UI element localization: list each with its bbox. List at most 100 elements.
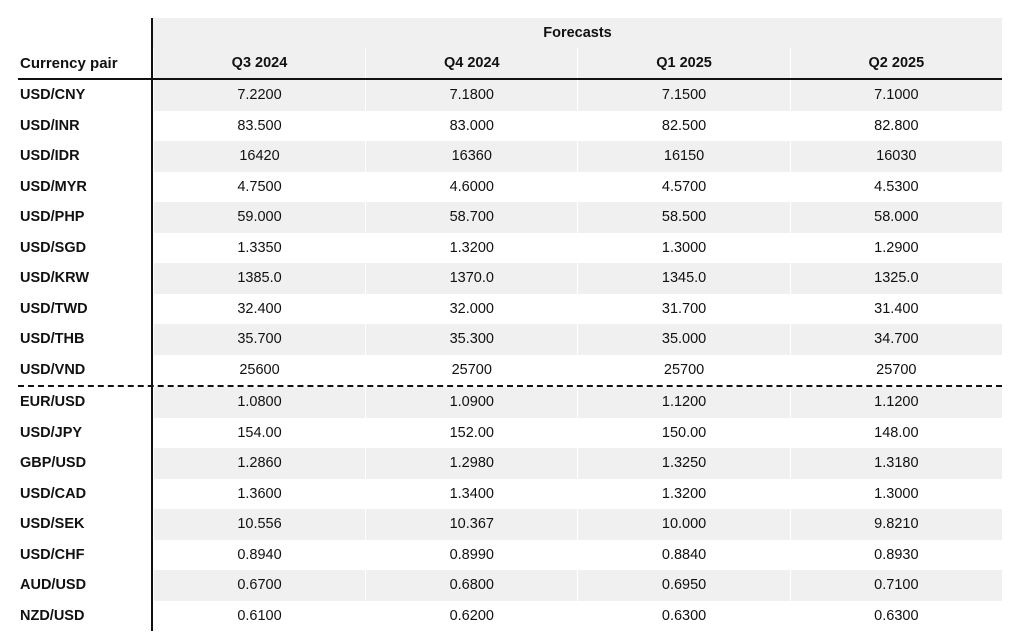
currency-pair-cell: USD/CHF [18, 539, 153, 570]
forecast-value-cell: 1.0800 [153, 387, 366, 418]
forecast-value-cell: 0.6950 [578, 570, 790, 601]
forecast-value-cell: 16420 [153, 141, 366, 172]
forecast-value-cell: 9.8210 [790, 509, 1002, 540]
forecast-value-cell: 1345.0 [578, 263, 790, 294]
currency-pair-cell: USD/CAD [18, 478, 153, 509]
forecast-value-cell: 1370.0 [366, 263, 578, 294]
forecast-value-cell: 0.6200 [449, 607, 494, 624]
column-header: Q3 2024 [153, 48, 366, 78]
forecast-value-cell: 4.5300 [874, 178, 919, 195]
table-row: USD/KRW 1385.0 1370.0 1345.0 1325.0 [18, 263, 1002, 294]
table-row: AUD/USD 0.6700 0.6800 0.6950 0.7100 [18, 570, 1002, 601]
forecast-value-cell: 10.367 [366, 509, 578, 540]
column-header-row: Currency pair Q3 2024 Q4 2024 Q1 2025 Q2… [18, 48, 1002, 80]
forecast-value-cell: 1.2900 [874, 239, 919, 256]
forecast-value-cell: 7.2200 [153, 80, 366, 111]
column-header: Q2 2025 [790, 48, 1002, 78]
table-row: USD/SGD 1.3350 1.3200 1.3000 1.2900 [18, 232, 1002, 263]
table-body: USD/CNY 7.2200 7.1800 7.1500 7.1000 USD/INR 83… [18, 80, 1002, 631]
currency-pair-cell: USD/VND [18, 354, 153, 385]
forecast-value-cell: 7.1000 [790, 80, 1002, 111]
forecast-value-cell: 4.7500 [237, 178, 282, 195]
table-row: GBP/USD 1.2860 1.2980 1.3250 1.3180 [18, 448, 1002, 479]
currency-pair-cell: USD/MYR [18, 171, 153, 202]
forecast-value-cell: 1.0900 [366, 387, 578, 418]
forecast-value-cell: 35.300 [366, 324, 578, 355]
forecast-value-cell: 1.1200 [578, 387, 790, 418]
forecast-value-cell: 0.8990 [449, 546, 494, 563]
currency-pair-cell: USD/IDR [18, 141, 153, 172]
forecast-value-cell: 83.500 [237, 117, 282, 134]
currency-pair-cell: USD/CNY [18, 80, 153, 111]
forecast-value-cell: 25700 [663, 361, 705, 378]
currency-pair-cell: NZD/USD [18, 600, 153, 631]
forecast-value-cell: 83.000 [449, 117, 494, 134]
forecast-value-cell: 0.8840 [661, 546, 707, 563]
forecast-value-cell: 0.6300 [661, 607, 707, 624]
forecast-value-cell: 1325.0 [790, 263, 1002, 294]
forecast-value-cell: 154.00 [237, 424, 282, 441]
forecast-value-cell: 0.8930 [874, 546, 919, 563]
table-row: NZD/USD 0.6100 0.6200 0.6300 0.6300 [18, 600, 1002, 631]
table-row: EUR/USD 1.0800 1.0900 1.1200 1.1200 [18, 387, 1002, 418]
currency-pair-cell: AUD/USD [18, 570, 153, 601]
forecast-value-cell: 148.00 [874, 424, 919, 441]
forecast-value-cell: 1.3250 [578, 448, 790, 479]
forecast-value-cell: 1.3000 [874, 485, 919, 502]
forecast-value-cell: 1.1200 [790, 387, 1002, 418]
currency-pair-cell: USD/PHP [18, 202, 153, 233]
forecast-value-cell: 16360 [366, 141, 578, 172]
forecast-value-cell: 0.6300 [874, 607, 919, 624]
column-header: Q4 2024 [366, 48, 578, 78]
forecast-value-cell: 58.700 [366, 202, 578, 233]
table-row: USD/CAD 1.3600 1.3400 1.3200 1.3000 [18, 478, 1002, 509]
forecasts-header: Forecasts [153, 18, 1002, 48]
table-row: USD/CHF 0.8940 0.8990 0.8840 0.8930 [18, 539, 1002, 570]
currency-pair-cell: USD/SEK [18, 509, 153, 540]
table-row: USD/IDR 16420 16360 16150 16030 [18, 141, 1002, 172]
forecast-value-cell: 32.000 [449, 300, 494, 317]
forecast-value-cell: 0.6100 [237, 607, 282, 624]
forecast-value-cell: 58.000 [790, 202, 1002, 233]
super-header-spacer [18, 18, 153, 48]
forecast-value-cell: 10.556 [153, 509, 366, 540]
forecast-value-cell: 0.6800 [366, 570, 578, 601]
forecast-value-cell: 1.3350 [237, 239, 282, 256]
currency-pair-cell: USD/JPY [18, 417, 153, 448]
forecast-value-cell: 1.3000 [661, 239, 707, 256]
forecast-value-cell: 25600 [239, 361, 280, 378]
forecast-value-cell: 1.3200 [449, 239, 494, 256]
forecast-value-cell: 25700 [876, 361, 917, 378]
currency-pair-cell: USD/THB [18, 324, 153, 355]
forecast-value-cell: 1.2980 [366, 448, 578, 479]
forecast-value-cell: 32.400 [237, 300, 282, 317]
forecast-table: Forecasts Currency pair Q3 2024 Q4 2024 … [18, 18, 1002, 631]
forecast-value-cell: 1.3180 [790, 448, 1002, 479]
forecast-value-cell: 4.6000 [449, 178, 494, 195]
forecast-value-cell: 82.800 [874, 117, 919, 134]
currency-pair-cell: USD/KRW [18, 263, 153, 294]
table-row: USD/THB 35.700 35.300 35.000 34.700 [18, 324, 1002, 355]
forecast-value-cell: 16030 [790, 141, 1002, 172]
table-row: USD/SEK 10.556 10.367 10.000 9.8210 [18, 509, 1002, 540]
table-row: USD/VND 25600 25700 25700 25700 [18, 354, 1002, 387]
forecast-value-cell: 152.00 [449, 424, 494, 441]
currency-pair-cell: GBP/USD [18, 448, 153, 479]
super-header-row: Forecasts [18, 18, 1002, 48]
table-row: USD/MYR 4.7500 4.6000 4.5700 4.5300 [18, 171, 1002, 202]
currency-pair-cell: EUR/USD [18, 387, 153, 418]
forecast-value-cell: 7.1800 [366, 80, 578, 111]
table-row: USD/INR 83.500 83.000 82.500 82.800 [18, 110, 1002, 141]
forecast-value-cell: 1385.0 [153, 263, 366, 294]
forecast-value-cell: 35.700 [153, 324, 366, 355]
forecast-value-cell: 31.400 [874, 300, 919, 317]
forecast-value-cell: 35.000 [578, 324, 790, 355]
forecast-value-cell: 7.1500 [578, 80, 790, 111]
forecast-value-cell: 16150 [578, 141, 790, 172]
forecast-value-cell: 1.3200 [661, 485, 707, 502]
corner-label: Currency pair [18, 48, 153, 78]
column-header: Q1 2025 [578, 48, 790, 78]
forecast-value-cell: 0.6700 [153, 570, 366, 601]
table-row: USD/JPY 154.00 152.00 150.00 148.00 [18, 417, 1002, 448]
forecast-value-cell: 58.500 [578, 202, 790, 233]
